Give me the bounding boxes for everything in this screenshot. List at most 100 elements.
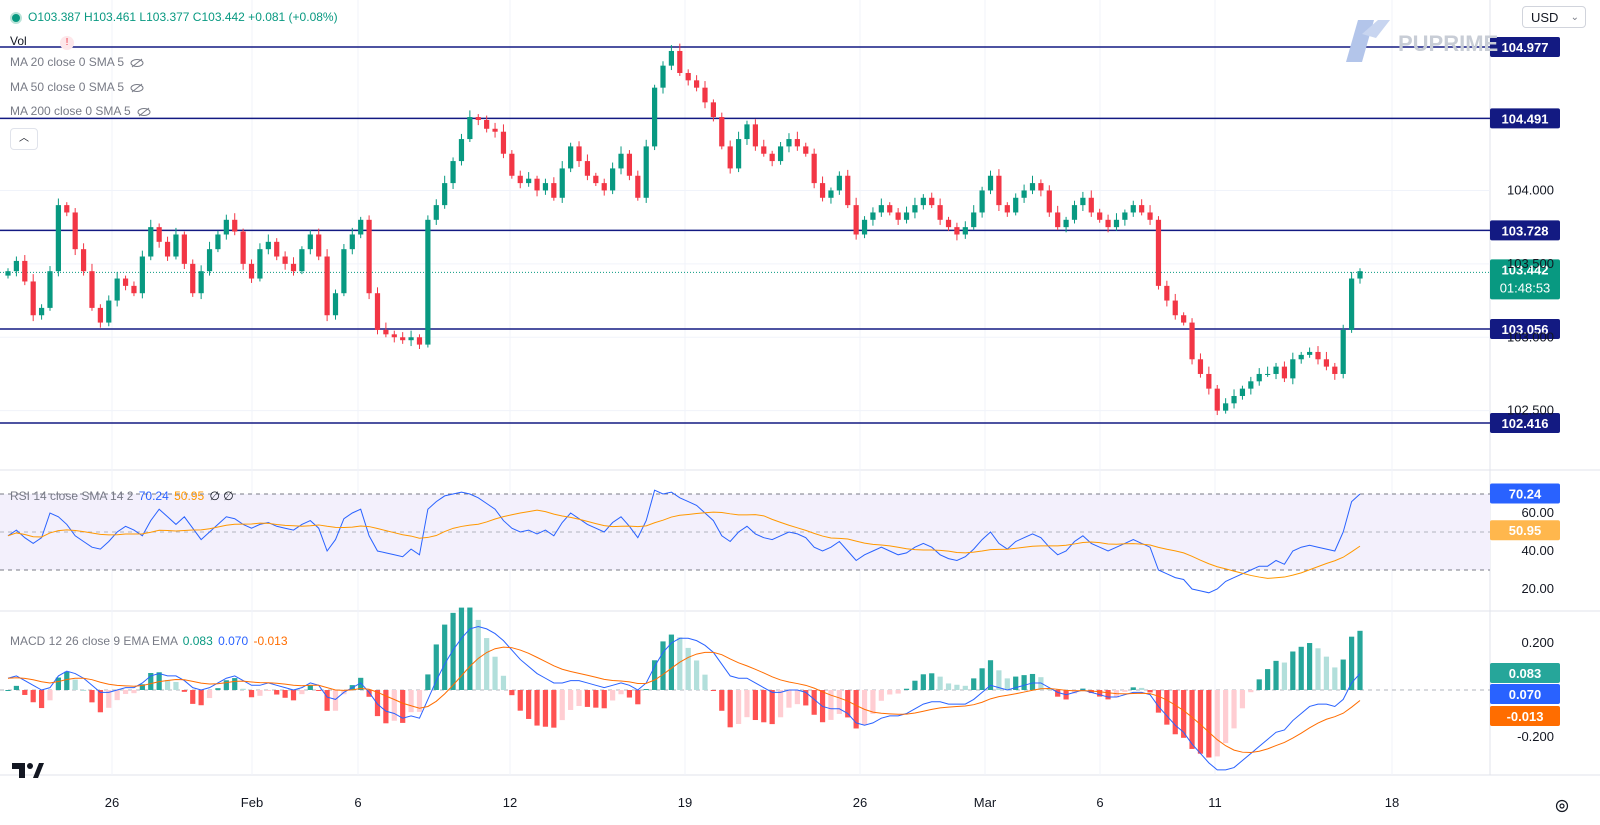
candle-body bbox=[1256, 373, 1262, 382]
macd-histogram-bar bbox=[601, 690, 607, 709]
candle-body bbox=[240, 231, 246, 264]
candle-body bbox=[1248, 381, 1254, 389]
candle-body bbox=[1239, 388, 1246, 396]
macd-histogram-bar bbox=[719, 690, 725, 711]
macd-histogram-bar bbox=[668, 634, 675, 690]
candle-body bbox=[122, 278, 129, 286]
macd-histogram-bar bbox=[450, 612, 456, 690]
candle-body bbox=[786, 139, 792, 147]
currency-select[interactable]: USD ⌄ bbox=[1522, 6, 1586, 28]
candle-body bbox=[1013, 197, 1019, 213]
candle-body bbox=[416, 337, 423, 345]
candle-body bbox=[148, 227, 154, 257]
hidden-eye-icon[interactable] bbox=[137, 107, 151, 117]
settings-icon[interactable] bbox=[1554, 798, 1570, 814]
rsi-ma-tag-label: 50.95 bbox=[1509, 523, 1542, 538]
candle-body bbox=[332, 293, 339, 316]
candle-body bbox=[1265, 373, 1271, 375]
ma50-legend[interactable]: MA 50 close 0 SMA 5 bbox=[10, 80, 144, 94]
x-tick-label: Mar bbox=[974, 795, 997, 810]
hidden-eye-icon[interactable] bbox=[130, 83, 144, 93]
candle-body bbox=[257, 249, 263, 279]
candle-body bbox=[677, 50, 683, 73]
candle-body bbox=[400, 337, 406, 341]
candle-body bbox=[1139, 205, 1145, 213]
macd-histogram-bar bbox=[853, 690, 859, 729]
macd-histogram-bar bbox=[131, 690, 137, 694]
macd-histogram-bar bbox=[1105, 690, 1111, 700]
candle-body bbox=[198, 271, 204, 294]
macd-histogram-bar bbox=[1004, 678, 1010, 690]
macd-histogram-bar bbox=[971, 678, 977, 690]
level-label: 104.491 bbox=[1502, 111, 1549, 126]
macd-histogram-bar bbox=[1281, 662, 1288, 690]
candle-body bbox=[853, 205, 859, 235]
candle-body bbox=[425, 219, 431, 345]
candle-body bbox=[828, 190, 834, 198]
tradingview-logo-icon[interactable] bbox=[12, 760, 44, 780]
collapse-legend-button[interactable]: ︿ bbox=[10, 128, 38, 150]
macd-histogram-bar bbox=[492, 656, 498, 690]
candle-body bbox=[30, 281, 36, 316]
candle-body bbox=[803, 146, 809, 154]
candle-body bbox=[358, 219, 364, 235]
volume-legend[interactable]: Vol ! bbox=[10, 34, 75, 50]
macd-histogram-bar bbox=[30, 690, 36, 703]
candle-body bbox=[752, 124, 758, 147]
candle-body bbox=[652, 87, 658, 147]
rsi-legend[interactable]: RSI 14 close SMA 14 2 70.24 50.95 ∅ ∅ bbox=[10, 489, 234, 503]
macd-histogram-bar bbox=[55, 677, 61, 690]
candle-body bbox=[979, 190, 985, 213]
macd-histogram-bar bbox=[1214, 690, 1220, 757]
macd-signal-line bbox=[7, 646, 1361, 753]
warning-icon[interactable]: ! bbox=[60, 36, 75, 50]
macd-histogram-bar bbox=[937, 676, 943, 690]
candle-body bbox=[156, 227, 162, 242]
macd-histogram-bar bbox=[475, 619, 481, 690]
macd-legend[interactable]: MACD 12 26 close 9 EMA EMA 0.083 0.070 -… bbox=[10, 634, 288, 648]
x-tick-label: 6 bbox=[1096, 795, 1103, 810]
candle-body bbox=[374, 293, 381, 330]
candle-body bbox=[1164, 285, 1170, 301]
brand-name: PUPRIME bbox=[1398, 31, 1498, 56]
candle-body bbox=[164, 241, 171, 257]
candle-body bbox=[811, 153, 817, 184]
ma20-legend[interactable]: MA 20 close 0 SMA 5 bbox=[10, 55, 144, 69]
candle-body bbox=[13, 260, 20, 272]
candle-body bbox=[845, 175, 851, 206]
macd-histogram-bar bbox=[148, 673, 154, 690]
hidden-eye-icon[interactable] bbox=[130, 58, 144, 68]
candle-body bbox=[761, 146, 767, 154]
candle-body bbox=[576, 146, 582, 162]
candle-body bbox=[1206, 373, 1212, 389]
candle-body bbox=[912, 205, 918, 213]
macd-histogram-bar bbox=[593, 690, 599, 708]
macd-histogram-bar bbox=[962, 685, 968, 690]
ma200-legend[interactable]: MA 200 close 0 SMA 5 bbox=[10, 104, 151, 118]
candle-body bbox=[1298, 354, 1304, 360]
macd-histogram-bar bbox=[836, 690, 842, 714]
x-tick-label: 26 bbox=[853, 795, 867, 810]
macd-histogram-bar bbox=[987, 660, 994, 690]
candle-body bbox=[610, 168, 616, 191]
rsi-ma-tag bbox=[1490, 520, 1560, 541]
candle-body bbox=[895, 212, 901, 220]
candle-body bbox=[920, 197, 926, 206]
candle-body bbox=[878, 205, 884, 213]
candle-body bbox=[769, 153, 775, 162]
macd-histogram-bar bbox=[576, 690, 582, 706]
macd-histogram-bar bbox=[777, 690, 784, 718]
macd-histogram-bar bbox=[1248, 690, 1254, 693]
macd-histogram-bar bbox=[794, 690, 800, 705]
candle-body bbox=[1097, 212, 1103, 220]
candle-body bbox=[534, 178, 540, 191]
candle-body bbox=[601, 183, 607, 191]
macd-histogram-bar bbox=[996, 670, 1002, 690]
macd-hist-value: 0.083 bbox=[182, 634, 213, 648]
candle-body bbox=[719, 117, 725, 147]
candle-body bbox=[190, 263, 196, 294]
macd-histogram-bar bbox=[307, 685, 313, 690]
macd-histogram-bar bbox=[13, 685, 20, 690]
candle-body bbox=[408, 337, 414, 341]
